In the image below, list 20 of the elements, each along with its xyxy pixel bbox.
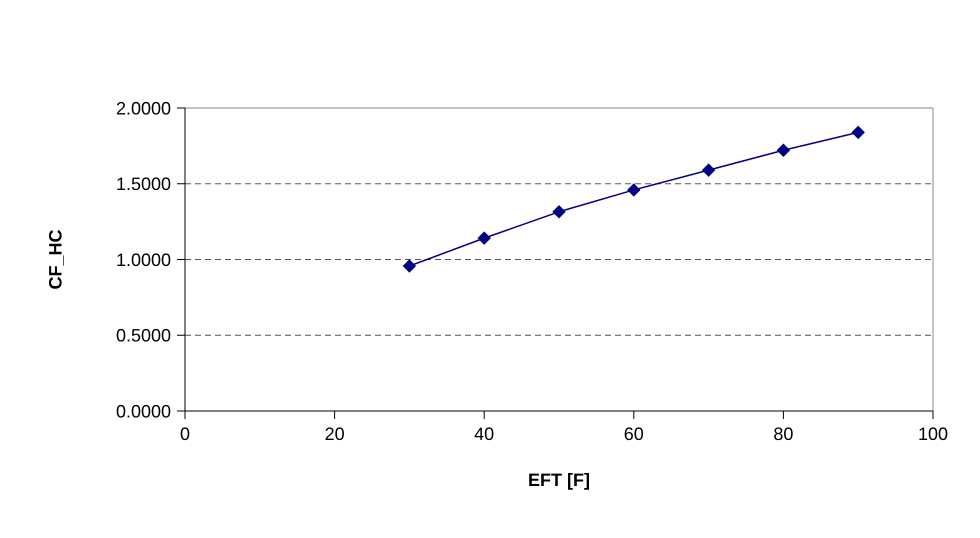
y-tick-label: 2.0000 [116, 98, 171, 118]
point [627, 183, 640, 196]
y-tick-label: 0.5000 [116, 326, 171, 346]
y-tick-label: 1.0000 [116, 250, 171, 270]
x-tick-label: 20 [324, 424, 345, 444]
point [776, 144, 790, 157]
x-tick-label: 40 [474, 424, 494, 444]
x-tick-label: 60 [624, 424, 644, 444]
point [478, 232, 491, 245]
point [402, 260, 416, 273]
x-tick-label: 80 [773, 424, 794, 444]
point [852, 126, 865, 139]
x-tick-label: 0 [180, 424, 190, 444]
point [552, 205, 566, 218]
y-tick-label: 1.5000 [116, 174, 171, 194]
point [702, 164, 716, 177]
y-tick-label: 0.0000 [116, 401, 171, 422]
y-axis-title: CF_HC [45, 229, 66, 290]
x-axis-title: EFT [F] [528, 470, 590, 490]
x-tick-label: 100 [918, 424, 948, 444]
